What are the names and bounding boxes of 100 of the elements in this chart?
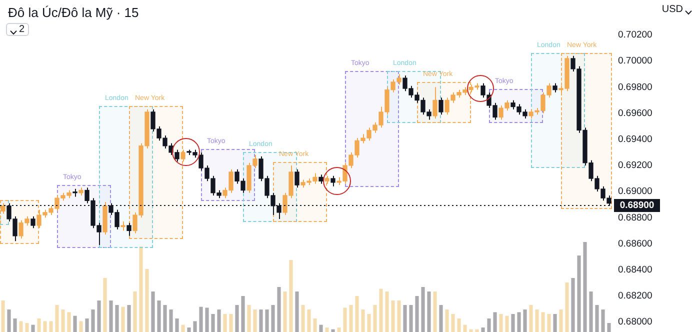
bar [601,310,605,332]
bar [73,316,77,332]
bar [331,329,335,332]
bar [571,278,575,332]
y-tick-label: 0.70200 [618,30,652,41]
bar [163,305,167,332]
bar [421,287,425,332]
bar [469,329,473,332]
bar [247,305,251,332]
bar [253,310,257,332]
candlestick [438,97,444,116]
bar [205,308,209,332]
bar [1,300,5,332]
bar [559,310,563,332]
bar [433,292,437,332]
bar [379,288,383,332]
bar [235,305,239,332]
bar [271,305,275,332]
bar [535,310,539,332]
bar [325,328,329,332]
bar [151,292,155,332]
bar [589,292,593,332]
bar [493,312,497,332]
bar [241,296,245,332]
chart-title: Đô la Úc/Đô la Mỹ · 15 [8,5,139,20]
bar [217,310,221,332]
bar [61,310,65,332]
bar [145,269,149,332]
bar [475,329,479,332]
y-tick-label: 0.69400 [618,134,652,145]
bar [7,310,11,332]
y-axis-title: USD [662,4,683,15]
bar [541,312,545,332]
y-tick-label: 0.68800 [618,212,652,224]
bar [43,321,47,332]
bar [463,324,467,332]
bar [19,321,23,332]
y-tick-label: 0.69200 [618,160,652,172]
bar [79,321,83,332]
bar [103,278,107,332]
bar [385,292,389,332]
bar [265,310,269,332]
bar [181,324,185,332]
bar [307,310,311,332]
bar [13,318,17,332]
bar [139,246,143,332]
y-tick-label: 0.69000 [618,186,652,198]
candlestick [552,82,558,93]
bar [517,312,521,332]
candlestick [0,202,6,214]
bar [403,305,407,332]
bar [547,314,551,332]
bar [277,287,281,332]
bar [337,328,341,332]
bar [211,314,215,332]
y-tick-label: 0.69800 [618,82,652,93]
bar [505,316,509,332]
bar [319,324,323,332]
bar [565,282,569,332]
bar [481,328,485,332]
y-tick-label: 0.68200 [618,290,652,302]
candlestick [180,149,186,162]
y-tick-label: 0.68000 [618,316,652,328]
bar [391,300,395,332]
bar [85,318,89,332]
bar [187,328,191,332]
bar [499,314,503,332]
y-tick-label: 0.68600 [618,238,652,250]
bar [511,314,515,332]
bar [457,318,461,332]
bar [445,310,449,332]
y-tick-label: 0.68400 [618,264,652,276]
candlestick [174,149,180,162]
bar [313,318,317,332]
bar [37,318,41,332]
bar [607,323,611,332]
bar [355,296,359,332]
bar [487,318,491,332]
bar [451,314,455,332]
bar [529,305,533,332]
text: 2 [19,24,25,35]
y-tick-label: 0.70000 [618,56,652,67]
bar [343,308,347,332]
candlestick [120,221,126,232]
y-tick-label: 0.69600 [618,108,652,119]
bar [127,305,131,332]
bar [97,300,101,332]
bar [283,292,287,332]
bar [301,305,305,332]
bar [295,292,299,332]
bar [157,300,161,332]
bar [115,305,119,332]
bar [229,314,233,332]
bar [25,323,29,332]
candlestick [294,168,300,188]
bar [367,314,371,332]
ref-line-label: 0.68900 [620,200,654,212]
bar [199,306,203,332]
candlestick [126,222,132,236]
candlestick [30,216,36,229]
